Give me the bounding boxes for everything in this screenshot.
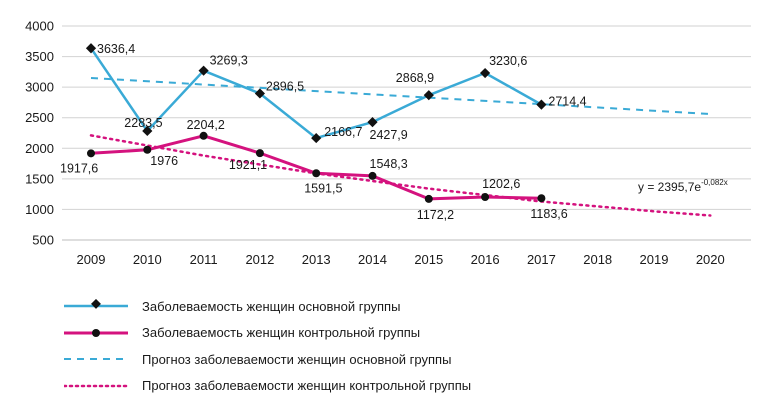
y-tick-label: 1000 xyxy=(25,202,54,217)
series-line-3 xyxy=(89,134,712,217)
data-label-main-2017: 2714,4 xyxy=(548,95,586,109)
legend-label: Прогноз заболеваемости женщин контрольно… xyxy=(142,378,472,394)
x-tick-label: 2017 xyxy=(527,252,556,267)
legend-label: Заболеваемость женщин основной группы xyxy=(142,298,401,314)
data-label-main-2010: 2283,5 xyxy=(124,116,162,130)
legend-swatch-main-incidence xyxy=(64,299,128,310)
marker-control-2009 xyxy=(87,149,95,158)
chart: 500 1000 1500 2000 2500 3000 3500 4000 2009 2010… xyxy=(25,19,751,267)
legend-item-main-forecast: Прогноз заболеваемости женщин основной г… xyxy=(64,346,471,373)
marker-main-2011 xyxy=(198,65,209,76)
marker-main-2015 xyxy=(423,90,434,101)
x-tick-labels: 2009 2010 2011 2012 2013 2014 2015 2016 2017 2018… xyxy=(77,252,725,267)
legend-swatch-control-incidence xyxy=(64,328,128,337)
y-tick-label: 3000 xyxy=(25,80,54,95)
x-tick-label: 2010 xyxy=(133,252,162,267)
y-tick-label: 4000 xyxy=(25,19,54,34)
marker-main-2017 xyxy=(536,99,547,110)
x-tick-label: 2011 xyxy=(190,252,218,267)
equation-text: y = 2395,7e xyxy=(638,180,701,194)
data-label-control-2013: 1591,5 xyxy=(304,181,342,195)
marker-main-2009 xyxy=(85,43,97,54)
y-tick-labels: 500 1000 1500 2000 2500 3000 3500 4000 xyxy=(25,19,54,248)
marker-control-2015 xyxy=(424,194,433,203)
legend-item-control-incidence: Заболеваемость женщин контрольной группы xyxy=(64,320,471,347)
legend-swatch-control-forecast xyxy=(64,384,128,387)
trendline-equation: y = 2395,7e-0,082x xyxy=(638,178,728,194)
marker-main-2014 xyxy=(367,117,378,128)
data-label-main-2016: 3230,6 xyxy=(489,54,527,68)
data-label-main-2015: 2868,9 xyxy=(396,71,434,85)
data-label-control-2011: 2204,2 xyxy=(187,118,225,132)
data-label-main-2009: 3636,4 xyxy=(97,42,135,56)
legend: Заболеваемость женщин основной группы За… xyxy=(64,293,471,399)
x-tick-label: 2009 xyxy=(77,252,106,267)
gridlines xyxy=(62,25,751,241)
data-label-main-2011: 3269,3 xyxy=(210,54,248,68)
y-tick-label: 3500 xyxy=(25,49,54,64)
x-tick-label: 2013 xyxy=(302,252,331,267)
data-label-control-2016: 1202,6 xyxy=(482,177,520,191)
equation-exponent: -0,082x xyxy=(701,178,728,187)
y-tick-label: 500 xyxy=(32,233,54,248)
x-tick-label: 2014 xyxy=(358,252,387,267)
x-tick-label: 2020 xyxy=(696,252,725,267)
data-label-main-2012: 2896,5 xyxy=(266,79,304,93)
x-tick-label: 2018 xyxy=(583,252,612,267)
marker-control-2011 xyxy=(199,131,208,140)
marker-control-2016 xyxy=(481,193,490,202)
marker-control-2012 xyxy=(255,149,264,158)
marker-main-2010 xyxy=(142,125,153,137)
data-label-control-2012: 1921,1 xyxy=(229,158,267,172)
data-label-control-2014: 1548,3 xyxy=(370,157,408,171)
x-tick-label: 2016 xyxy=(471,252,500,267)
marker-control-2017 xyxy=(537,194,546,203)
legend-swatch-main-forecast xyxy=(64,358,128,361)
x-tick-label: 2015 xyxy=(414,252,443,267)
x-tick-label: 2019 xyxy=(640,252,669,267)
data-label-control-2009: 1917,6 xyxy=(60,161,98,175)
marker-control-2013 xyxy=(312,169,321,178)
data-label-control-2017: 1183,6 xyxy=(530,207,567,221)
marker-control-2014 xyxy=(368,171,377,180)
data-label-main-2013: 2166,7 xyxy=(324,125,362,139)
legend-item-control-forecast: Прогноз заболеваемости женщин контрольно… xyxy=(64,373,471,400)
x-tick-label: 2012 xyxy=(245,252,274,267)
y-tick-label: 1500 xyxy=(25,171,54,186)
data-label-control-2010: 1976 xyxy=(150,154,178,168)
y-tick-label: 2500 xyxy=(25,110,54,125)
legend-item-main-incidence: Заболеваемость женщин основной группы xyxy=(64,293,471,320)
data-labels: 3636,4 2283,5 3269,3 2896,5 2166,7 2427,9 2868… xyxy=(60,42,587,222)
data-label-control-2015: 1172,2 xyxy=(417,208,454,222)
legend-label: Заболеваемость женщин контрольной группы xyxy=(142,325,421,341)
data-label-main-2014: 2427,9 xyxy=(370,128,408,142)
y-tick-label: 2000 xyxy=(25,141,54,156)
legend-label: Прогноз заболеваемости женщин основной г… xyxy=(142,351,452,367)
marker-main-2016 xyxy=(480,67,491,79)
marker-control-2010 xyxy=(143,145,152,154)
